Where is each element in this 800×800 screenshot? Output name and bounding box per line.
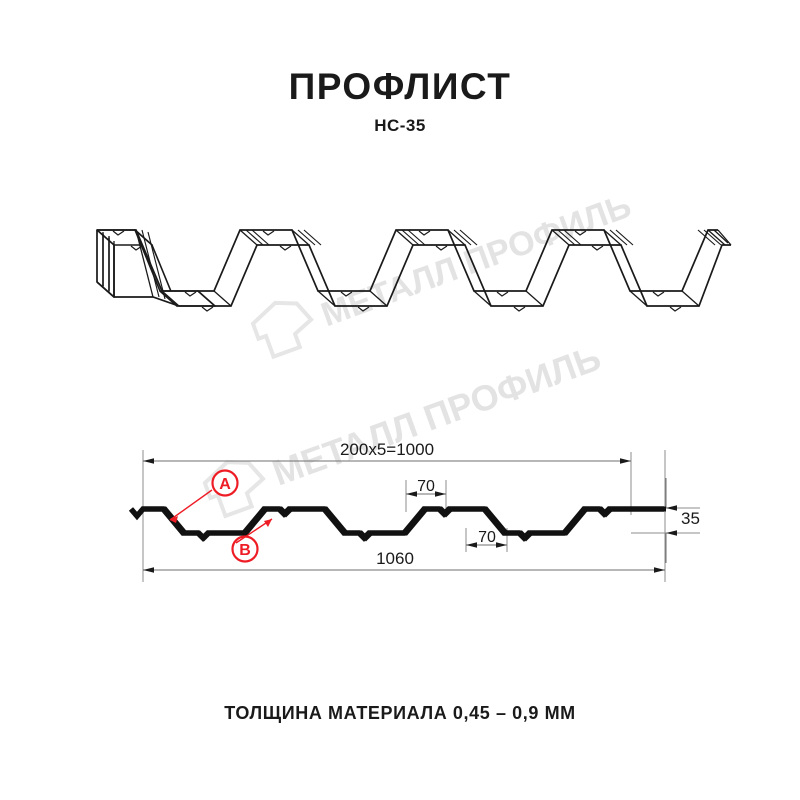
callout-a-circle [211,469,239,497]
profile-section-main [128,506,664,542]
model-subtitle: НС-35 [374,116,426,135]
watermark-text-2: МЕТАЛЛ ПРОФИЛЬ [267,337,606,494]
callout-b: B [231,518,273,563]
page-title: ПРОФЛИСТ [288,66,512,107]
iso-corrugation-band [96,229,731,307]
callout-b-circle [231,535,259,563]
dim-text-valley: 70 [478,529,496,546]
logo-mark-icon-2 [202,460,266,519]
dim-text-pitch: 200x5=1000 [340,440,434,459]
callout-a-label: A [219,476,231,493]
iso-fold-lines [96,229,732,307]
dim-text-overall: 1060 [376,549,414,568]
dim-text-height: 35 [681,509,700,528]
dim-text-crest: 70 [417,478,435,495]
iso-stiffener-ribs [112,230,682,312]
callout-b-label: B [239,542,251,559]
watermark-upper: МЕТАЛЛ ПРОФИЛЬ [250,187,636,360]
dimension-lines [143,458,677,573]
callout-a: A [169,469,239,523]
logo-mark-icon [250,300,314,360]
watermark-text: МЕТАЛЛ ПРОФИЛЬ [316,187,636,334]
extension-lines [142,450,700,582]
thickness-note: ТОЛЩИНА МАТЕРИАЛА 0,45 – 0,9 ММ [224,703,576,723]
profile-section [129,506,666,542]
iso-double-fold-lines [141,229,722,300]
watermark-lower: МЕТАЛЛ ПРОФИЛЬ [202,337,606,519]
iso-sheet [96,229,253,307]
